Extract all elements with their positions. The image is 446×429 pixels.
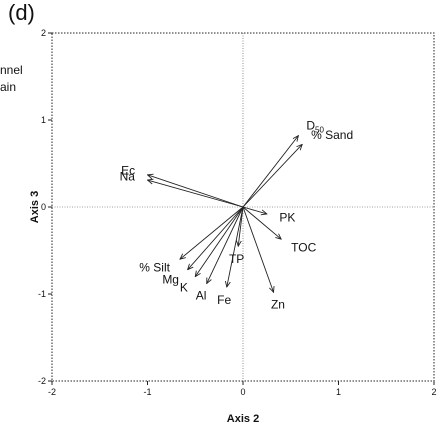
vector-toc-label-name: TOC	[291, 241, 316, 255]
vector-k-label: K	[180, 280, 188, 294]
vector-silt-arrow	[180, 206, 244, 259]
x-tick-label: -2	[48, 387, 56, 397]
y-tick-label: 2	[41, 28, 46, 38]
vector-toc-arrow	[242, 206, 281, 239]
vector-fe-label-name: Fe	[217, 293, 231, 307]
vector-d-label: D50	[306, 118, 324, 134]
x-tick-label: 2	[431, 387, 436, 397]
vector-fe-arrow	[227, 206, 244, 287]
x-axis-title: Axis 2	[227, 413, 259, 425]
vector-mg-label: Mg	[162, 272, 179, 286]
vector-toc-label: TOC	[291, 241, 316, 255]
legend-fragment-line-1: nnel	[0, 63, 23, 77]
vector-silt-label-name: % Silt	[139, 260, 170, 274]
vector-sand-label-name: % Sand	[311, 128, 353, 142]
y-tick-label: -2	[38, 376, 46, 386]
x-tick-label: 1	[336, 387, 341, 397]
vector-mg-label-name: Mg	[162, 272, 179, 286]
vector-fe-label: Fe	[217, 293, 231, 307]
vector-ec-label: Ec	[121, 164, 135, 178]
vector-d-label-name: D	[306, 118, 315, 132]
x-tick-label: 0	[240, 387, 245, 397]
vector-al-arrow	[207, 206, 244, 284]
vector-sand-label: % Sand	[311, 128, 353, 142]
vector-zn-arrow	[242, 206, 274, 292]
vector-d-label-subscript: 50	[315, 125, 324, 134]
vector-zn-label-name: Zn	[271, 297, 285, 311]
vector-na-arrow	[148, 180, 244, 208]
vector-pk-arrow	[242, 206, 267, 214]
vector-tp-arrow	[238, 206, 244, 246]
vector-na-label: Na	[120, 169, 136, 183]
vector-zn-label: Zn	[271, 297, 285, 311]
vector-pk-label: PK	[279, 211, 295, 225]
y-axis-title: Axis 3	[29, 191, 41, 223]
vector-sand-arrow	[242, 144, 302, 208]
x-tick-label: -1	[143, 387, 151, 397]
vector-pk-label-name: PK	[279, 211, 295, 225]
vector-al-label: Al	[196, 288, 207, 302]
vector-mg-arrow	[188, 206, 244, 270]
vector-k-arrow	[195, 206, 244, 277]
vector-k-label-name: K	[180, 280, 188, 294]
legend-fragment: nnel ain	[0, 62, 23, 96]
y-tick-label: 0	[41, 202, 46, 212]
vector-al-label-name: Al	[196, 288, 207, 302]
vector-silt-label: % Silt	[139, 260, 170, 274]
vector-ec-label-name: Ec	[121, 164, 135, 178]
legend-fragment-line-2: ain	[0, 80, 17, 94]
vector-d-arrow	[242, 136, 298, 208]
vector-ec-arrow	[148, 175, 244, 208]
panel-label: (d)	[8, 0, 35, 25]
vector-na-label-name: Na	[120, 169, 136, 183]
y-tick-label: -1	[38, 289, 46, 299]
y-tick-label: 1	[41, 115, 46, 125]
